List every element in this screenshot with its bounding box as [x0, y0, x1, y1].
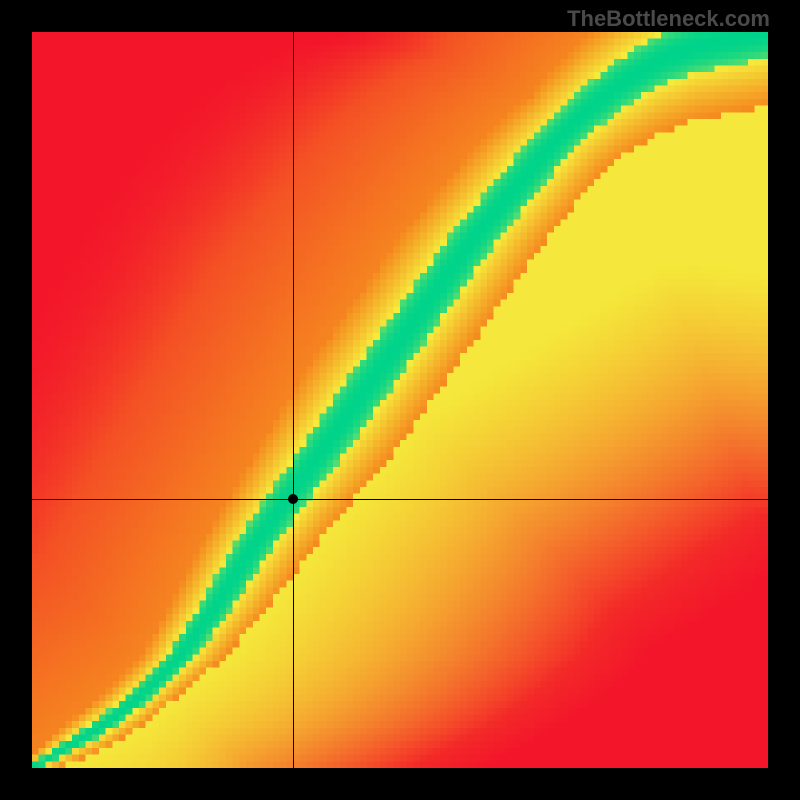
heatmap-canvas: [32, 32, 768, 768]
crosshair-horizontal: [32, 499, 768, 500]
heatmap-plot: [32, 32, 768, 768]
crosshair-vertical: [293, 32, 294, 768]
crosshair-marker: [288, 494, 298, 504]
watermark-text: TheBottleneck.com: [567, 6, 770, 32]
